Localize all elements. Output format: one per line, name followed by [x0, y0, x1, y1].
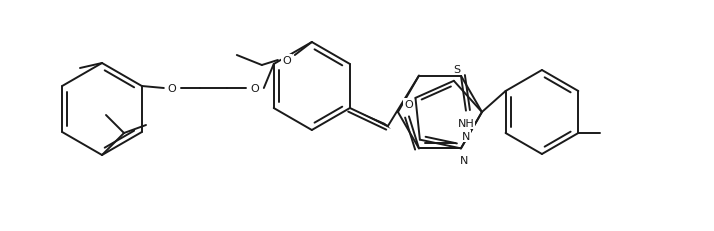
Text: N: N [460, 156, 468, 166]
Text: O: O [405, 100, 413, 110]
Polygon shape [350, 109, 391, 129]
Text: O: O [283, 56, 291, 66]
Text: O: O [168, 84, 176, 94]
Text: N: N [462, 132, 470, 142]
Text: NH: NH [458, 118, 474, 128]
Text: S: S [453, 64, 461, 74]
Text: O: O [251, 84, 259, 94]
